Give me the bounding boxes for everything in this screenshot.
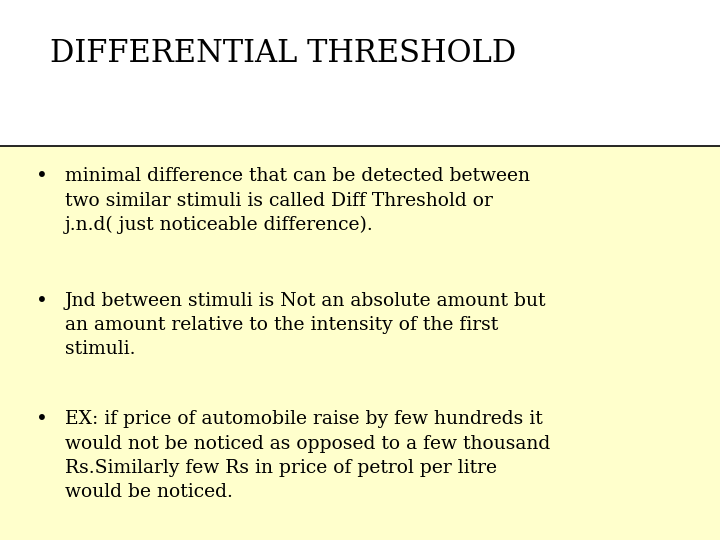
Text: EX: if price of automobile raise by few hundreds it
would not be noticed as oppo: EX: if price of automobile raise by few … (65, 410, 550, 501)
Text: •: • (36, 167, 48, 186)
FancyBboxPatch shape (0, 146, 720, 540)
Text: DIFFERENTIAL THRESHOLD: DIFFERENTIAL THRESHOLD (50, 38, 517, 69)
Text: Jnd between stimuli is Not an absolute amount but
an amount relative to the inte: Jnd between stimuli is Not an absolute a… (65, 292, 546, 358)
Text: •: • (36, 410, 48, 429)
Text: •: • (36, 292, 48, 310)
Text: minimal difference that can be detected between
two similar stimuli is called Di: minimal difference that can be detected … (65, 167, 530, 234)
